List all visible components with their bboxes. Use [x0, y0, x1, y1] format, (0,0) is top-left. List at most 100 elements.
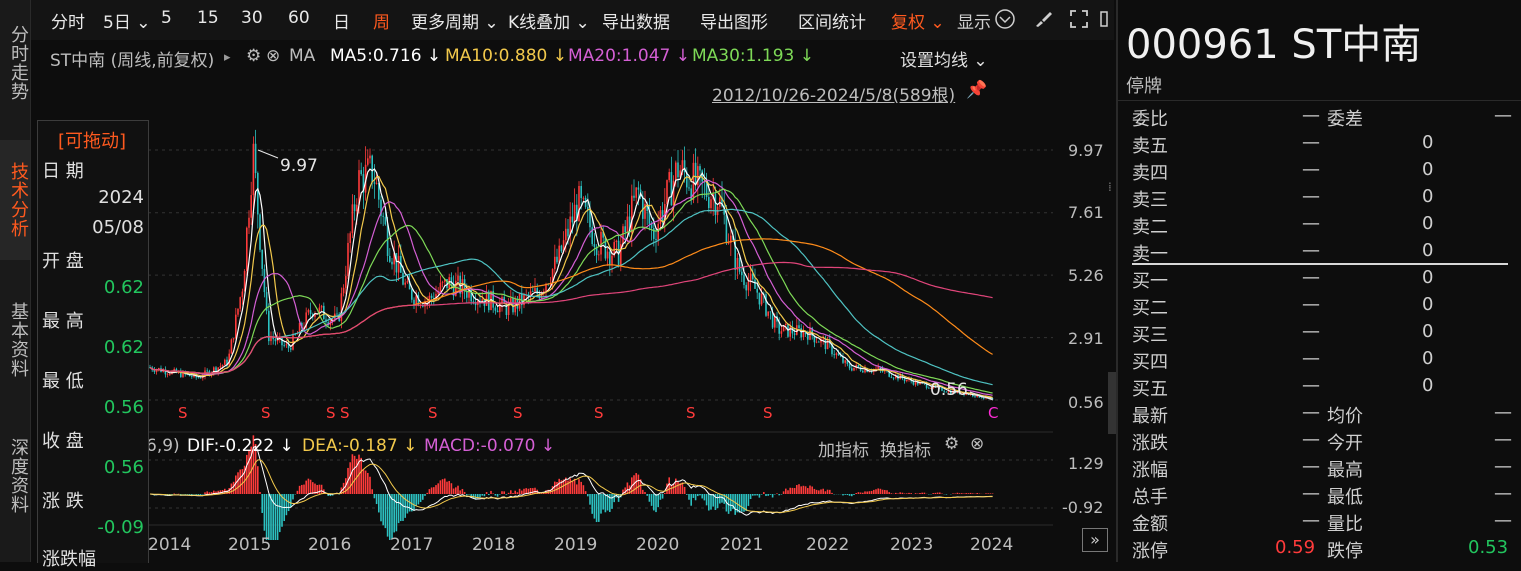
triangle-right-icon[interactable]: ▸ — [224, 50, 231, 65]
fullscreen-icon[interactable] — [1069, 9, 1089, 34]
scrollbar[interactable] — [1108, 372, 1116, 434]
more-icon[interactable] — [1099, 9, 1111, 34]
macd-bar — [310, 480, 312, 494]
close-circle-icon[interactable]: ⊗ — [266, 46, 280, 66]
scroll-handle[interactable]: ⁞ — [1108, 180, 1112, 194]
tab-5min[interactable]: 5 — [161, 8, 172, 28]
macd-bar — [479, 494, 481, 497]
candle-body — [833, 354, 835, 355]
candle-body — [816, 342, 818, 343]
macd-bar — [651, 494, 653, 506]
kline-overlay-button[interactable]: K线叠加 ⌄ — [508, 8, 590, 33]
gear-icon[interactable]: ⚙ — [944, 434, 959, 454]
macd-bar — [842, 494, 844, 495]
tab-day[interactable]: 日 — [333, 8, 350, 33]
high-value: 0.62 — [104, 337, 144, 358]
candle-body — [906, 380, 908, 381]
macd-bar — [422, 494, 424, 500]
chevron-circle-icon[interactable] — [995, 9, 1015, 34]
macd-bar — [820, 489, 822, 494]
macd-bar — [875, 489, 877, 494]
candle-body — [283, 345, 285, 346]
macd-bar — [970, 493, 972, 494]
chevron-down-icon: ⌄ — [479, 13, 499, 33]
add-indicator-button[interactable]: 加指标 — [818, 436, 869, 461]
macd-bar — [591, 494, 593, 514]
price-tick: 0.56 — [1068, 393, 1104, 412]
x-tick: 2023 — [890, 535, 933, 555]
tab-week[interactable]: 周 — [373, 8, 390, 33]
macd-bar — [686, 494, 688, 495]
quote-row: 卖二—0 — [1132, 213, 1512, 240]
gear-icon[interactable]: ⚙ — [246, 46, 261, 66]
macd-bar — [756, 494, 758, 495]
quote-cell: 0 — [1422, 240, 1433, 261]
candle-body — [352, 204, 354, 233]
candle-body — [611, 256, 613, 265]
export-chart-button[interactable]: 导出图形 — [700, 8, 768, 33]
display-button[interactable]: 显示 — [957, 8, 991, 33]
quote-cell: — — [1302, 429, 1320, 450]
low-mark: 0.56 — [930, 380, 968, 400]
x-tick: 2018 — [472, 535, 515, 555]
macd-tick: 1.29 — [1068, 454, 1104, 473]
macd-bar — [899, 492, 901, 494]
macd-bar — [602, 494, 604, 510]
tab-30min[interactable]: 30 — [241, 8, 263, 28]
pin-icon[interactable]: 📌 — [966, 80, 987, 100]
range-stats-button[interactable]: 区间统计 — [798, 8, 866, 33]
macd-bar — [972, 493, 974, 494]
candle-body — [369, 156, 371, 159]
candle-body — [389, 256, 391, 262]
macd-bar — [552, 486, 554, 494]
macd-bar — [985, 493, 987, 494]
macd-bar — [776, 493, 778, 494]
close-label: 收 盘 — [42, 427, 84, 453]
nav-shendu[interactable]: 深度资料 — [0, 416, 30, 536]
quote-cell: 金额 — [1132, 510, 1168, 536]
tab-60min[interactable]: 60 — [288, 8, 310, 28]
macd-bar — [572, 481, 574, 494]
close-circle-icon[interactable]: ⊗ — [970, 434, 984, 454]
macd-bar — [849, 494, 851, 496]
macd-bar — [365, 471, 367, 494]
ma-settings-button[interactable]: 设置均线 ⌄ — [900, 46, 988, 71]
nav-jishu[interactable]: 技术分析 — [0, 140, 30, 260]
crosshair-info-panel[interactable]: [可拖动] 日 期 2024 05/08 开 盘 0.62 最 高 0.62 最… — [37, 120, 149, 563]
macd-bar — [987, 493, 989, 494]
macd-bar — [657, 494, 659, 507]
macd-bar — [809, 486, 811, 494]
candle-body — [754, 279, 756, 289]
scroll-right-button[interactable]: » — [1082, 528, 1108, 552]
quote-cell: — — [1494, 510, 1512, 531]
adjust-button[interactable]: 复权 ⌄ — [891, 8, 945, 33]
macd-bar — [866, 492, 868, 494]
tab-15min[interactable]: 15 — [197, 8, 219, 28]
quote-cell: — — [1302, 294, 1320, 315]
trade-status: 停牌 — [1126, 72, 1162, 98]
quote-row: 卖四—0 — [1132, 159, 1512, 186]
macd-bar — [204, 492, 206, 494]
export-data-button[interactable]: 导出数据 — [602, 8, 670, 33]
more-periods-button[interactable]: 更多周期 ⌄ — [411, 8, 499, 33]
tab-5day[interactable]: 5日 ⌄ — [103, 8, 150, 33]
tab-fenshi[interactable]: 分时 — [51, 8, 85, 33]
brush-icon[interactable] — [1033, 9, 1053, 34]
candle-body — [858, 365, 860, 367]
quote-row: 卖三—0 — [1132, 186, 1512, 213]
candle-body — [554, 257, 556, 269]
nav-fenshi[interactable]: 分时走势 — [0, 8, 30, 118]
macd-bar — [961, 493, 963, 494]
candle-body — [310, 310, 312, 314]
candle-body — [741, 272, 743, 275]
candle-body — [668, 172, 670, 180]
candle-body — [761, 294, 763, 305]
macd-bar — [576, 484, 578, 494]
candle-body — [565, 229, 567, 240]
candle-body — [411, 289, 413, 299]
macd-bar — [653, 494, 655, 510]
macd-bar — [932, 493, 934, 494]
nav-jiben[interactable]: 基本资料 — [0, 280, 30, 400]
macd-bar — [688, 494, 690, 500]
swap-indicator-button[interactable]: 换指标 — [880, 436, 931, 461]
